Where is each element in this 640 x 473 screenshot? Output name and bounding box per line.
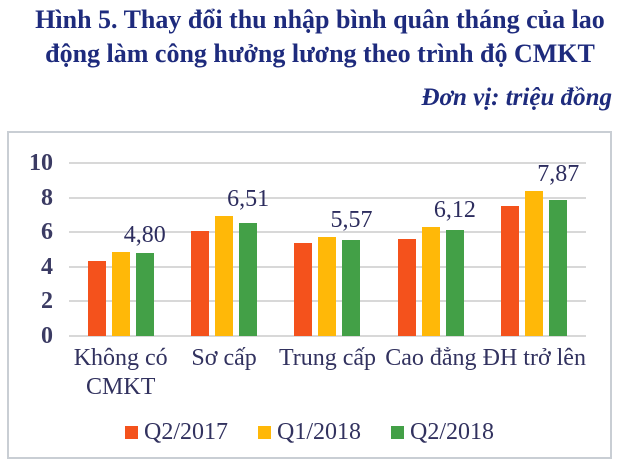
y-tick-label: 0 (41, 323, 53, 349)
category-label: ĐH trở lên (482, 345, 586, 371)
legend: Q2/2017 Q1/2018 Q2/2018 (9, 419, 610, 446)
data-label: 4,80 (123, 221, 166, 248)
figure-title: Hình 5. Thay đổi thu nhập bình quân thán… (0, 3, 640, 71)
bar-q1-2018 (525, 190, 544, 336)
unit-note: Đơn vị: triệu đồng (421, 84, 612, 111)
bar-q2-2018 (239, 223, 258, 336)
bar-group: 6,51 (172, 163, 275, 336)
category-label: Cao đẳng (385, 345, 477, 371)
legend-label: Q2/2017 (144, 419, 228, 445)
y-tick-label: 8 (41, 184, 53, 211)
bar-q2-2018 (135, 252, 154, 336)
bar-q2-2018 (445, 230, 464, 336)
bar-q2-2017 (87, 260, 106, 336)
category-label: Trung cấp (278, 345, 377, 371)
y-tick-label: 10 (29, 150, 53, 176)
legend-swatch-icon (391, 426, 404, 439)
gridline (69, 335, 586, 337)
category-label: Sơ cấp (191, 345, 257, 371)
bar-q2-2017 (191, 231, 210, 336)
data-label: 6,51 (227, 185, 270, 212)
legend-swatch-icon (125, 426, 138, 439)
bar-q2-2017 (501, 206, 520, 336)
legend-swatch-icon (258, 426, 271, 439)
plot-area: 4,80 6,51 5,57 6,12 7,87 (69, 160, 586, 337)
legend-label: Q2/2018 (410, 419, 494, 445)
figure-title-line-2: động làm công hưởng lương theo trình độ … (45, 39, 595, 68)
bar-q2-2018 (342, 239, 361, 336)
y-axis: 0 2 4 6 8 10 (9, 151, 61, 348)
legend-item: Q2/2018 (391, 419, 494, 446)
y-tick-label: 4 (41, 253, 53, 280)
legend-item: Q2/2017 (125, 419, 228, 446)
y-tick-label: 2 (41, 288, 53, 315)
bar-q1-2018 (318, 237, 337, 336)
bar-q1-2018 (215, 215, 234, 336)
bar-q2-2017 (294, 242, 313, 336)
bar-q1-2018 (421, 227, 440, 336)
bar-q1-2018 (111, 251, 130, 336)
bar-group: 4,80 (69, 163, 172, 336)
category-label: Không có CMKT (73, 345, 168, 400)
gridline (69, 162, 586, 164)
bar-group: 6,12 (379, 163, 482, 336)
bar-group: 5,57 (276, 163, 379, 336)
gridline (69, 231, 586, 234)
bar-q2-2018 (549, 199, 568, 336)
data-label: 6,12 (433, 197, 476, 224)
x-axis: Không có CMKT Sơ cấp Trung cấp Cao đẳng ĐH t… (69, 344, 586, 414)
chart-box: 0 2 4 6 8 10 4,80 6,51 5,57 6,12 7,87 Không có CM… (7, 131, 612, 459)
legend-label: Q1/2018 (277, 419, 361, 445)
data-label: 7,87 (537, 160, 580, 187)
gridline (69, 196, 586, 199)
bar-group: 7,87 (483, 160, 586, 336)
data-label: 5,57 (330, 207, 373, 234)
legend-item: Q1/2018 (258, 419, 361, 446)
bar-q2-2017 (397, 238, 416, 336)
y-tick-label: 6 (41, 219, 53, 246)
figure-title-line-1: Hình 5. Thay đổi thu nhập bình quân thán… (35, 5, 605, 34)
